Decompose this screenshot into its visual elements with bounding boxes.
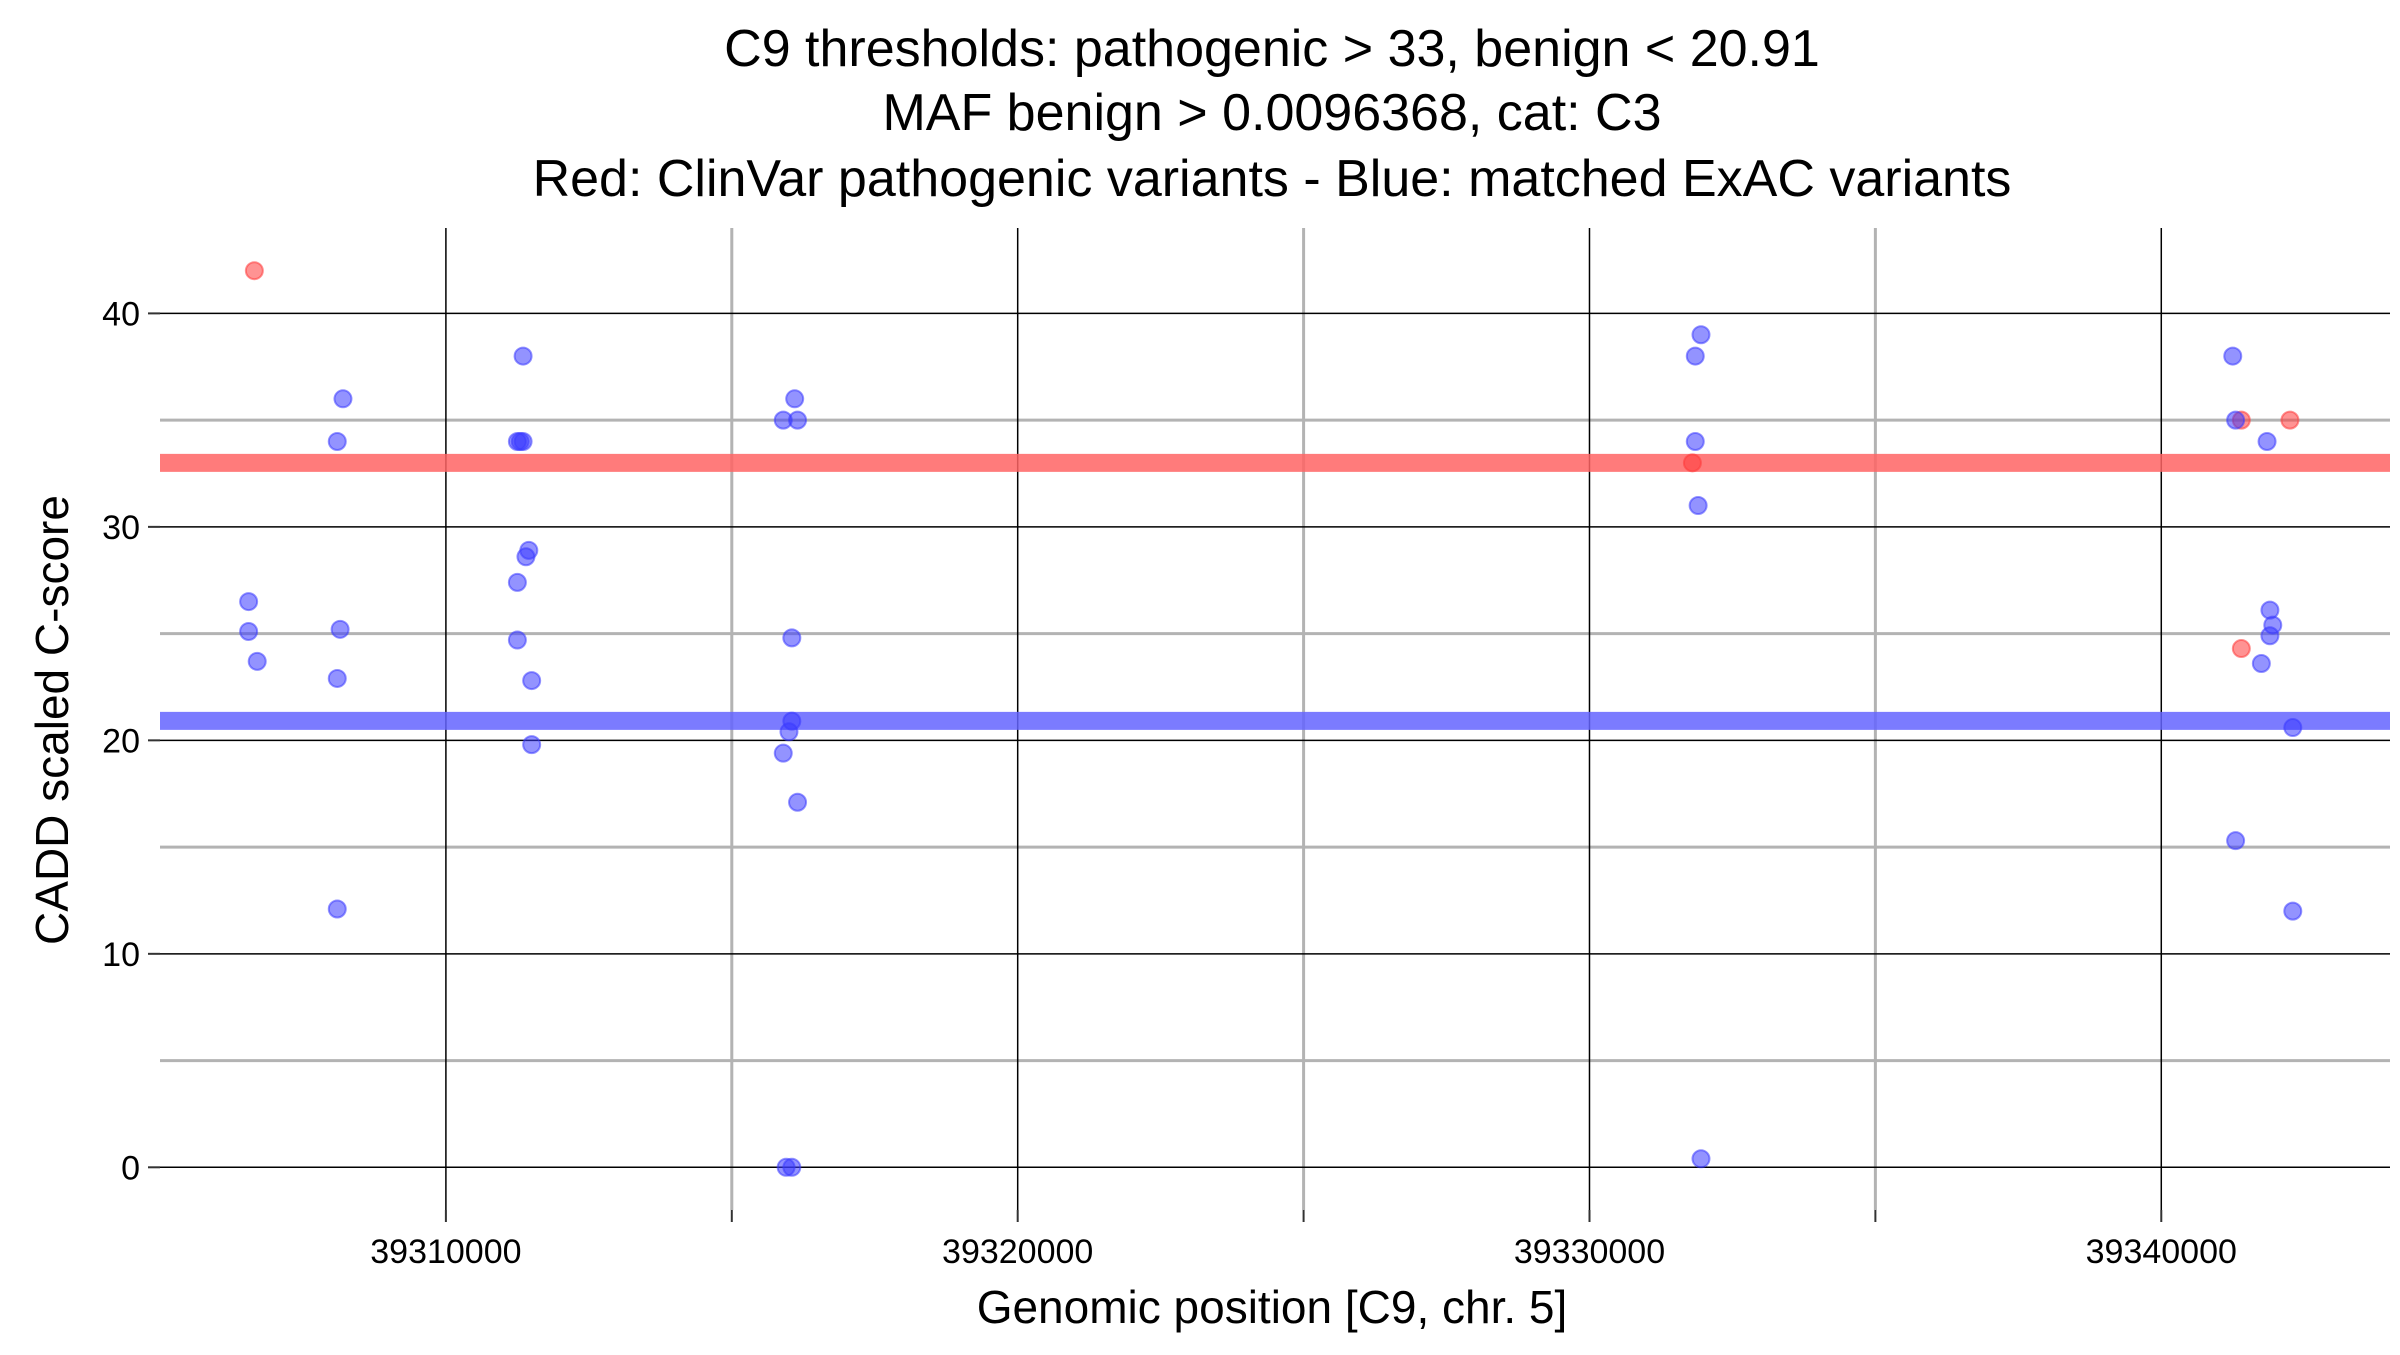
point-exac — [2283, 901, 2303, 921]
title-line-1: C9 thresholds: pathogenic > 33, benign <… — [724, 20, 1820, 78]
y-axis: 0 10 20 30 40 — [102, 295, 160, 1187]
point-exac — [779, 722, 799, 742]
point-exac — [507, 572, 527, 592]
point-clinvar — [244, 261, 264, 281]
y-tick-label: 40 — [102, 295, 140, 333]
point-exac — [2283, 718, 2303, 738]
point-exac — [788, 792, 808, 812]
point-exac — [333, 389, 353, 409]
title-line-2: MAF benign > 0.0096368, cat: C3 — [882, 84, 1661, 142]
y-tick-label: 10 — [102, 936, 140, 974]
point-exac — [1685, 346, 1705, 366]
point-exac — [516, 547, 536, 567]
point-exac — [782, 628, 802, 648]
point-exac — [785, 389, 805, 409]
x-axis-label: Genomic position [C9, chr. 5] — [977, 1281, 1568, 1333]
point-exac — [239, 592, 259, 612]
point-exac — [2251, 653, 2271, 673]
point-clinvar — [2231, 639, 2251, 659]
point-exac — [522, 671, 542, 691]
x-axis: 39310000 39320000 39330000 39340000 — [370, 1210, 2237, 1271]
title-line-3: Red: ClinVar pathogenic variants - Blue:… — [533, 150, 2012, 208]
threshold-lines — [160, 453, 2390, 730]
point-exac — [522, 735, 542, 755]
x-tick-label: 39310000 — [370, 1233, 521, 1271]
point-exac — [2260, 626, 2280, 646]
point-exac — [507, 630, 527, 650]
y-axis-label: CADD scaled C-score — [26, 495, 78, 945]
point-exac — [1688, 496, 1708, 516]
point-clinvar — [2280, 410, 2300, 430]
point-exac — [1691, 1149, 1711, 1169]
point-exac — [773, 743, 793, 763]
point-exac — [513, 431, 533, 451]
point-clinvar — [1682, 453, 1702, 473]
point-exac — [330, 619, 350, 639]
y-tick-label: 0 — [121, 1149, 140, 1187]
point-exac — [782, 1157, 802, 1177]
point-exac — [1691, 325, 1711, 345]
x-tick-label: 39340000 — [2086, 1233, 2237, 1271]
y-tick-label: 20 — [102, 722, 140, 760]
point-exac — [327, 668, 347, 688]
point-exac — [239, 621, 259, 641]
point-exac — [1685, 431, 1705, 451]
y-tick-label: 30 — [102, 509, 140, 547]
point-exac — [788, 410, 808, 430]
point-exac — [247, 651, 267, 671]
chart-title: C9 thresholds: pathogenic > 33, benign <… — [533, 20, 2012, 208]
point-exac — [2223, 346, 2243, 366]
point-exac — [327, 899, 347, 919]
point-exac — [2226, 831, 2246, 851]
point-exac — [2226, 410, 2246, 430]
x-tick-label: 39320000 — [942, 1233, 1093, 1271]
x-tick-label: 39330000 — [1514, 1233, 1665, 1271]
data-points — [239, 261, 2303, 1177]
point-exac — [327, 431, 347, 451]
point-exac — [513, 346, 533, 366]
point-exac — [2257, 431, 2277, 451]
